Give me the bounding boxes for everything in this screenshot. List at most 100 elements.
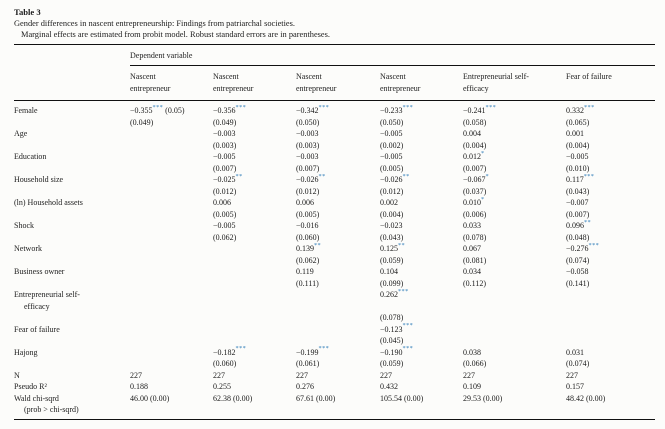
table-cell: 46.00 (0.00): [130, 393, 170, 403]
column-header: Entrepreneurial self-efficacy: [463, 72, 529, 93]
table-cell: [213, 266, 296, 289]
table-cell: −0.355*** (0.05) (0.049): [130, 103, 185, 127]
table-title: Table 3: [14, 7, 41, 17]
spacer-cell: [14, 51, 130, 66]
table-cell: −0.003 (0.003): [213, 129, 237, 150]
table-row: (ln) Household assets 0.006 (0.005) 0.006 (0…: [14, 196, 655, 220]
results-table: Dependent variable Nascent entrepreneur Na…: [14, 44, 655, 420]
table-cell: 62.38 (0.00): [213, 393, 253, 403]
row-label: Pseudo R²: [14, 382, 47, 391]
dependent-variable-label: Dependent variable: [130, 51, 655, 66]
table-cell: 0.067 (0.081): [463, 244, 487, 265]
table-cell: 227: [380, 370, 392, 380]
table-cell: −0.123*** (0.045): [380, 322, 414, 345]
column-header: Nascent entrepreneur: [380, 72, 421, 93]
table-cell: −0.003 (0.007): [296, 152, 320, 173]
table-cell: 0.432: [380, 382, 398, 391]
table-row: Age −0.003 (0.003) −0.003 (0.003) −0.005 (0.00…: [14, 128, 655, 151]
table-cell: −0.233*** (0.050): [380, 103, 414, 127]
table-cell: [130, 151, 213, 174]
table-cell: −0.023 (0.043): [380, 221, 404, 242]
column-header: Fear of failure: [566, 72, 612, 81]
table-cell: [213, 324, 296, 347]
table-cell: −0.005 (0.005): [380, 152, 404, 173]
row-label: N: [14, 370, 20, 380]
table-note: Marginal effects are estimated from prob…: [21, 30, 330, 39]
table-cell: [130, 266, 213, 289]
dependent-variable-row: Dependent variable: [14, 45, 655, 66]
table-row: Entrepreneurial self-efficacy 0.262*** (0…: [14, 287, 655, 324]
table-cell: −0.005 (0.007): [213, 152, 237, 173]
table-cell: 0.125** (0.059): [380, 241, 406, 265]
table-cell: [463, 324, 566, 347]
table-cell: −0.241*** (0.058): [463, 103, 497, 127]
spacer-cell: [14, 71, 130, 94]
table-cell: [130, 174, 213, 197]
table-cell: −0.005 (0.062): [213, 221, 237, 242]
table-cell: 0.006 (0.005): [213, 198, 237, 219]
table-cell: 0.004 (0.004): [463, 129, 487, 150]
table-cell: −0.003 (0.003): [296, 129, 320, 150]
column-header: Nascent entrepreneur: [296, 72, 337, 93]
table-row: Pseudo R² 0.188 0.255 0.276 0.432 0.109 0.157: [14, 381, 655, 393]
table-cell: 105.54 (0.00): [380, 393, 424, 403]
table-row: Wald chi-sqrd (prob > chi-sqrd) 46.00 (0.0…: [14, 393, 655, 416]
table-cell: 0.104 (0.099): [380, 267, 404, 288]
table-cell: 0.332*** (0.065): [566, 103, 595, 127]
row-label: Wald chi-sqrd (prob > chi-sqrd): [14, 393, 79, 415]
column-header-row: Nascent entrepreneur Nascent entrepreneur Na…: [14, 66, 655, 101]
table-cell: 0.139** (0.062): [296, 241, 322, 265]
table-cell: [296, 324, 380, 347]
table-row: N 227 227 227 227 227 227: [14, 370, 655, 382]
table-cell: −0.058 (0.141): [566, 267, 590, 288]
column-header: Nascent entrepreneur: [213, 72, 254, 93]
table-cell: 0.262*** (0.078): [380, 287, 409, 322]
row-label: Female: [14, 106, 38, 115]
table-cell: 0.031 (0.074): [566, 347, 590, 369]
table-cell: 29.53 (0.00): [463, 393, 503, 403]
table-cell: −0.067* (0.037): [463, 172, 490, 196]
table-cell: 67.61 (0.00): [296, 393, 336, 403]
table-cell: −0.356*** (0.049): [213, 103, 247, 127]
row-label: Age: [14, 129, 28, 138]
table-row: Network 0.139** (0.062) 0.125** (0.059) 0.067…: [14, 241, 655, 266]
table-cell: 227: [213, 370, 225, 380]
row-label: Household size: [14, 175, 64, 184]
column-header: Nascent entrepreneur: [130, 72, 171, 93]
table-cell: 0.038 (0.066): [463, 347, 487, 369]
table-cell: [296, 289, 380, 324]
row-label: Shock: [14, 221, 34, 230]
table-cell: 0.157: [566, 382, 584, 391]
table-cell: 0.002 (0.004): [380, 198, 404, 219]
table-cell: [130, 347, 213, 370]
table-cell: −0.342*** (0.050): [296, 103, 330, 127]
table-body: Female −0.355*** (0.05) (0.049) −0.356*** (0…: [14, 101, 655, 419]
table-cell: −0.182*** (0.060): [213, 345, 247, 368]
table-cell: 0.012* (0.007): [463, 149, 487, 173]
table-cell: 0.276: [296, 382, 314, 391]
table-cell: 227: [566, 370, 578, 380]
table-row: Shock −0.005 (0.062) −0.016 (0.060) −0.023 (0.…: [14, 219, 655, 243]
table-row: Education −0.005 (0.007) −0.003 (0.007) −0.00…: [14, 149, 655, 174]
table-cell: 227: [463, 370, 475, 380]
table-cell: −0.025** (0.012): [213, 172, 243, 196]
table-cell: 227: [296, 370, 308, 380]
table-row: Fear of failure −0.123*** (0.045): [14, 322, 655, 347]
row-label: Hajong: [14, 347, 38, 357]
table-cell: −0.005 (0.002): [380, 129, 404, 150]
table-cell: −0.007 (0.007): [566, 198, 590, 219]
table-cell: [130, 128, 213, 151]
table-cell: [130, 197, 213, 220]
table-cell: [566, 289, 655, 324]
row-label: Business owner: [14, 267, 65, 276]
table-cell: [566, 324, 655, 347]
table-cell: −0.026** (0.012): [380, 172, 410, 196]
table-cell: [130, 289, 213, 324]
table-row: Female −0.355*** (0.05) (0.049) −0.356*** (0…: [14, 103, 655, 128]
table-cell: 0.109: [463, 382, 481, 391]
table-cell: 0.119 (0.111): [296, 267, 319, 288]
table-cell: [130, 324, 213, 347]
table-cell: −0.016 (0.060): [296, 221, 320, 242]
table-cell: [213, 243, 296, 266]
table-cell: 227: [130, 370, 142, 380]
